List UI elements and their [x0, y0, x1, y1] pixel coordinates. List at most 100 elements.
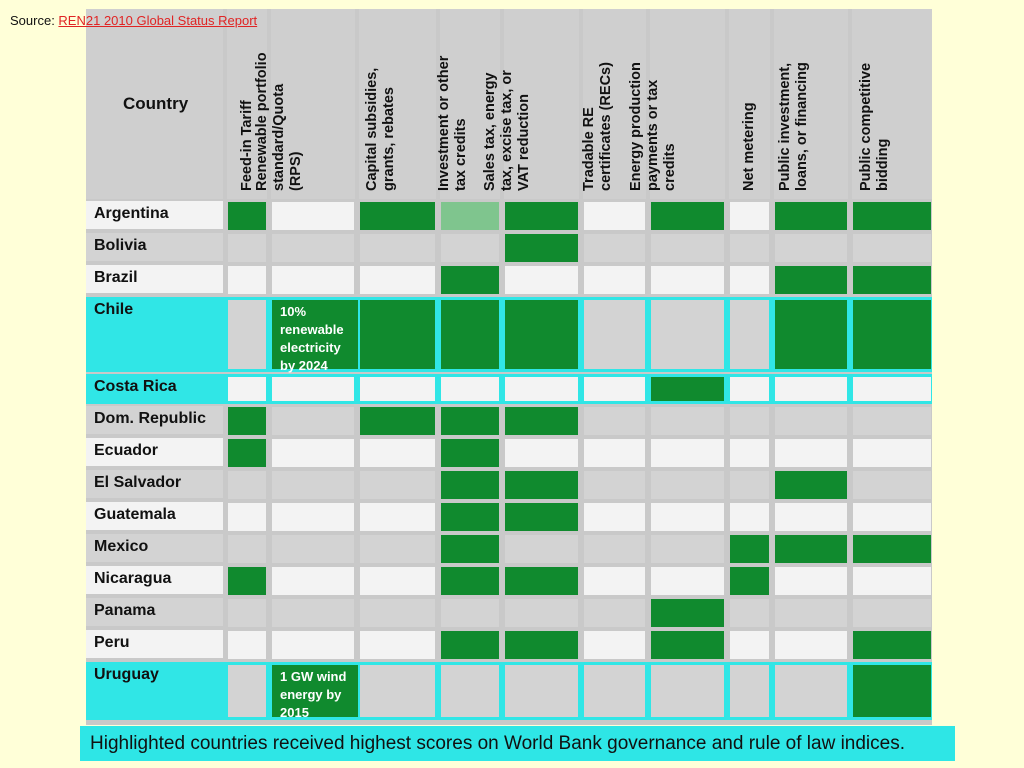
policy-cell — [730, 503, 769, 531]
policy-cell — [730, 407, 769, 435]
policy-cell — [360, 202, 435, 230]
policy-cell — [272, 567, 354, 595]
column-header-3: Investment or other tax credits — [436, 9, 500, 199]
policy-cell — [505, 377, 578, 401]
policy-cell — [775, 300, 847, 369]
policy-cell — [441, 407, 499, 435]
policy-cell — [730, 300, 769, 369]
column-header-label: Capital subsidies, grants, rebates — [363, 67, 397, 191]
policy-cell: 1 GW wind energy by 2015 — [272, 665, 358, 720]
policy-cell — [505, 535, 578, 563]
policy-cell — [775, 567, 847, 595]
country-name: Uruguay — [86, 662, 223, 718]
policy-cell — [853, 665, 931, 717]
policy-cell — [775, 407, 847, 435]
table-row: El Salvador — [86, 470, 932, 500]
policy-cell — [651, 535, 724, 563]
country-name: Peru — [86, 630, 223, 658]
policy-cell — [228, 471, 266, 499]
policy-cell — [584, 535, 645, 563]
policy-cell — [441, 377, 499, 401]
policy-cell — [584, 503, 645, 531]
source-prefix: Source: — [10, 13, 59, 28]
policy-cell — [853, 407, 931, 435]
column-header-label: Public competitive bidding — [858, 62, 891, 191]
policy-cell — [441, 202, 499, 230]
policy-target-note: 1 GW wind energy by 2015 — [280, 669, 347, 720]
policy-cell — [441, 665, 499, 717]
policy-cell — [775, 471, 847, 499]
policy-cell — [360, 567, 435, 595]
policy-cell — [228, 631, 266, 659]
policy-cell — [505, 665, 578, 717]
policy-cell — [584, 631, 645, 659]
policy-cell — [651, 234, 724, 262]
policy-cell — [441, 535, 499, 563]
policy-cell — [228, 665, 266, 717]
policy-cell — [853, 631, 931, 659]
policy-cell — [730, 567, 769, 595]
policy-cell — [853, 439, 931, 467]
country-name: Mexico — [86, 534, 223, 562]
table-row: Costa Rica — [86, 374, 932, 404]
policy-cell — [775, 631, 847, 659]
policy-cell — [775, 202, 847, 230]
policy-cell — [651, 202, 724, 230]
country-name: Bolivia — [86, 233, 223, 261]
column-header-7: Net metering — [729, 9, 770, 199]
country-name: Nicaragua — [86, 566, 223, 594]
column-header-1: Renewable portfolio standard/Quota (RPS) — [254, 9, 355, 199]
policy-cell — [584, 266, 645, 294]
policy-cell — [228, 599, 266, 627]
policy-cell — [360, 439, 435, 467]
policy-cell — [360, 471, 435, 499]
table-row: Panama — [86, 598, 932, 628]
policy-cell — [228, 503, 266, 531]
policy-cell — [730, 535, 769, 563]
policy-cell — [272, 266, 354, 294]
policy-cell — [853, 503, 931, 531]
policy-cell — [505, 567, 578, 595]
policy-cell — [228, 535, 266, 563]
policy-cell — [505, 300, 578, 369]
policy-cell — [853, 471, 931, 499]
policy-cell — [853, 567, 931, 595]
policy-cell — [272, 202, 354, 230]
column-header-label: Renewable portfolio standard/Quota (RPS) — [253, 52, 304, 191]
country-column-header: Country — [86, 9, 223, 199]
policy-cell — [584, 471, 645, 499]
policy-cell — [441, 599, 499, 627]
column-header-label: Energy production payments or tax credit… — [628, 62, 678, 191]
policy-cell — [775, 234, 847, 262]
source-link[interactable]: REN21 2010 Global Status Report — [58, 13, 258, 28]
policy-table: Country Feed-in Tariff Renewable portfoli… — [86, 9, 932, 725]
policy-cell — [272, 234, 354, 262]
policy-cell — [584, 300, 645, 369]
policy-cell — [651, 266, 724, 294]
column-header-2: Capital subsidies, grants, rebates — [359, 9, 436, 199]
policy-cell — [505, 471, 578, 499]
policy-cell — [651, 439, 724, 467]
country-name: El Salvador — [86, 470, 223, 498]
policy-cell — [584, 665, 645, 717]
column-header-5: Tradable RE certificates (RECs) — [581, 9, 646, 199]
table-row: Nicaragua — [86, 566, 932, 596]
policy-cell — [775, 599, 847, 627]
policy-cell — [853, 234, 931, 262]
policy-cell — [853, 202, 931, 230]
policy-cell — [272, 503, 354, 531]
policy-cell — [730, 631, 769, 659]
policy-cell — [272, 535, 354, 563]
table-row: Brazil — [86, 265, 932, 295]
policy-cell — [730, 665, 769, 717]
policy-cell — [651, 407, 724, 435]
column-header-label: Investment or other tax credits — [436, 55, 469, 191]
table-row: Chile 10% renewable electricity by 2024 — [86, 297, 932, 373]
policy-cell — [505, 234, 578, 262]
country-name: Brazil — [86, 265, 223, 293]
policy-cell — [505, 631, 578, 659]
policy-cell — [441, 300, 499, 369]
country-name: Dom. Republic — [86, 406, 223, 434]
policy-cell — [775, 665, 847, 717]
country-name: Costa Rica — [86, 374, 223, 402]
